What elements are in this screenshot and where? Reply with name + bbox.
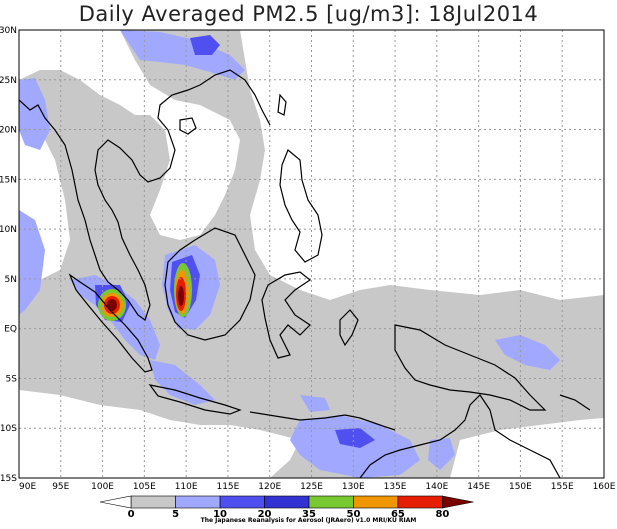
colorbar-level-label: 80 bbox=[435, 509, 449, 520]
blue-southeast bbox=[428, 438, 455, 470]
hotspot-sumatra-dark bbox=[107, 299, 117, 311]
map-frame bbox=[18, 29, 605, 479]
blue-west-low bbox=[19, 210, 45, 315]
colorbar-level-label: 35 bbox=[302, 509, 316, 520]
coast-moluccas bbox=[339, 309, 359, 347]
blue-png bbox=[495, 335, 560, 370]
colorbar-level-label: 10 bbox=[213, 509, 227, 520]
blue-java-sea bbox=[150, 360, 215, 405]
white-region-northeast bbox=[240, 30, 604, 300]
lon-label: 150E bbox=[509, 482, 532, 492]
coast-sulawesi bbox=[261, 271, 312, 359]
lat-label: 20N bbox=[0, 126, 17, 136]
colorbar-swatch bbox=[99, 495, 132, 509]
coast-lesser-sundas bbox=[249, 411, 396, 431]
lon-label: 120E bbox=[258, 482, 281, 492]
longitude-labels: 90E 95E 100E 105E 110E 115E 120E 125E 130E 135E 14… bbox=[19, 482, 616, 492]
lon-label: 145E bbox=[467, 482, 490, 492]
lat-label: 10N bbox=[0, 225, 17, 235]
lon-label: 130E bbox=[342, 482, 365, 492]
hotspot-borneo-dark bbox=[178, 286, 184, 306]
colorbar bbox=[99, 495, 474, 509]
coast-hainan bbox=[179, 117, 197, 135]
colorbar-swatch bbox=[308, 495, 354, 509]
blue-west-coast bbox=[19, 78, 50, 150]
lon-label: 155E bbox=[551, 482, 574, 492]
colorbar-swatch bbox=[175, 495, 221, 509]
lat-label: 10S bbox=[0, 424, 17, 434]
blue-mid-south bbox=[300, 395, 330, 412]
coast-philippines bbox=[279, 149, 323, 263]
colorbar-level-label: 65 bbox=[391, 509, 405, 520]
lon-label: 110E bbox=[175, 482, 198, 492]
colorbar-labels: 0 5 10 20 35 50 65 80 bbox=[128, 509, 450, 520]
colorbar-swatch bbox=[353, 495, 399, 509]
lon-label: 100E bbox=[91, 482, 114, 492]
coast-mainland bbox=[19, 69, 271, 321]
lon-label: 115E bbox=[216, 482, 239, 492]
coast-taiwan bbox=[277, 93, 287, 116]
concentration-field bbox=[19, 30, 604, 478]
lon-label: 135E bbox=[384, 482, 407, 492]
colorbar-swatch bbox=[219, 495, 265, 509]
lat-label: 5S bbox=[6, 374, 18, 384]
lat-label: 15N bbox=[0, 175, 17, 185]
lat-label: 5N bbox=[5, 275, 17, 285]
colorbar-swatch bbox=[130, 495, 176, 509]
white-region-southwest bbox=[19, 390, 300, 478]
colorbar-level-label: 20 bbox=[258, 509, 272, 520]
blue-north bbox=[120, 30, 245, 80]
lat-label: 15S bbox=[0, 474, 17, 484]
lon-label: 105E bbox=[133, 482, 156, 492]
lon-label: 90E bbox=[19, 482, 36, 492]
darkblue-south bbox=[335, 428, 375, 448]
lon-label: 95E bbox=[52, 482, 69, 492]
lat-label: 25N bbox=[0, 76, 17, 86]
coast-australia bbox=[359, 394, 561, 478]
coast-new-guinea bbox=[394, 324, 547, 411]
map-title: Daily Averaged PM2.5 [ug/m3]: 18Jul2014 bbox=[78, 2, 539, 26]
colorbar-swatch bbox=[397, 495, 443, 509]
colorbar-level-label: 0 bbox=[128, 509, 135, 520]
coastlines bbox=[19, 69, 591, 478]
colorbar-swatch bbox=[442, 495, 474, 509]
credit-text: The Japanese Reanalysis for Aerosol (JRA… bbox=[200, 517, 417, 524]
latitude-labels: 30N 25N 20N 15N 10N 5N EQ 5S 10S 15S bbox=[0, 26, 17, 484]
lon-label: 160E bbox=[593, 482, 616, 492]
white-region-north bbox=[19, 30, 240, 240]
colorbar-level-label: 50 bbox=[347, 509, 361, 520]
coast-sumatra bbox=[68, 273, 153, 373]
lat-label: EQ bbox=[4, 325, 17, 335]
colorbar-level-label: 5 bbox=[172, 509, 179, 520]
lat-label: 30N bbox=[0, 26, 17, 36]
darkblue-north bbox=[190, 35, 220, 55]
colorbar-swatch bbox=[264, 495, 310, 509]
lon-label: 140E bbox=[425, 482, 448, 492]
coast-solomon bbox=[559, 394, 591, 411]
coast-borneo bbox=[164, 227, 256, 341]
coast-java bbox=[148, 384, 242, 415]
lon-label: 125E bbox=[300, 482, 323, 492]
